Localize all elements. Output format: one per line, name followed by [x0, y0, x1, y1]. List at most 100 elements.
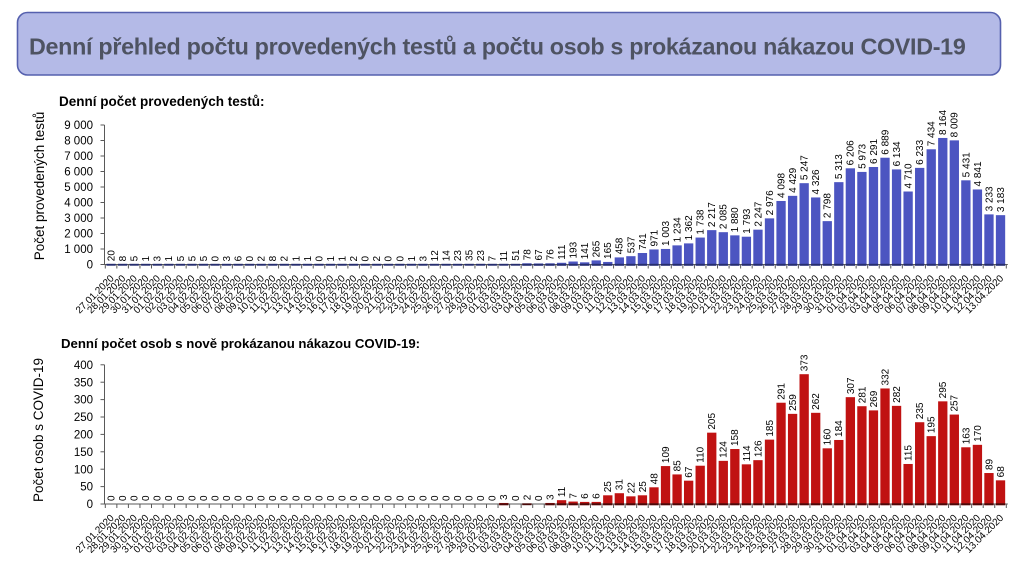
svg-text:7: 7: [569, 493, 580, 499]
svg-text:282: 282: [892, 386, 903, 403]
svg-text:163: 163: [961, 427, 972, 444]
svg-text:0: 0: [280, 495, 291, 501]
svg-text:0: 0: [303, 495, 314, 501]
svg-text:6 134: 6 134: [892, 141, 903, 166]
svg-text:195: 195: [927, 416, 938, 433]
svg-text:0: 0: [118, 495, 129, 501]
svg-text:257: 257: [950, 394, 961, 411]
svg-text:1: 1: [164, 255, 175, 261]
svg-text:67: 67: [684, 466, 695, 478]
svg-text:4 841: 4 841: [973, 161, 984, 186]
svg-text:23: 23: [476, 250, 487, 262]
svg-text:0: 0: [141, 495, 152, 501]
svg-text:3: 3: [545, 494, 556, 500]
svg-text:6: 6: [580, 493, 591, 499]
svg-text:6 000: 6 000: [64, 167, 93, 179]
svg-text:2: 2: [372, 255, 383, 261]
svg-text:110: 110: [696, 446, 707, 462]
svg-text:6 233: 6 233: [915, 139, 926, 164]
svg-text:7 434: 7 434: [927, 121, 938, 146]
svg-text:1: 1: [303, 255, 314, 261]
svg-text:1 738: 1 738: [696, 209, 707, 234]
svg-text:3: 3: [499, 494, 510, 500]
svg-text:6 889: 6 889: [880, 129, 891, 154]
svg-text:971: 971: [649, 229, 660, 246]
svg-text:124: 124: [719, 441, 730, 458]
svg-text:11: 11: [557, 486, 568, 497]
svg-text:2 217: 2 217: [707, 202, 718, 227]
svg-text:0: 0: [534, 495, 545, 501]
svg-text:1: 1: [141, 255, 152, 261]
svg-text:0: 0: [511, 495, 522, 501]
svg-text:35: 35: [465, 249, 476, 261]
svg-text:141: 141: [580, 242, 591, 259]
svg-text:3: 3: [418, 255, 429, 261]
svg-text:1: 1: [407, 255, 418, 261]
svg-text:114: 114: [742, 445, 753, 461]
svg-text:205: 205: [707, 413, 718, 430]
svg-text:8: 8: [118, 255, 129, 261]
svg-text:0: 0: [476, 495, 487, 501]
svg-text:0: 0: [130, 495, 141, 501]
svg-text:265: 265: [592, 240, 603, 257]
svg-text:0: 0: [210, 256, 221, 262]
svg-text:0: 0: [187, 495, 198, 501]
svg-text:3: 3: [222, 255, 233, 261]
svg-text:5: 5: [130, 255, 141, 261]
svg-text:0: 0: [164, 495, 175, 501]
svg-text:5 000: 5 000: [64, 182, 93, 194]
svg-text:200: 200: [74, 430, 93, 442]
svg-text:78: 78: [522, 249, 533, 261]
svg-text:0: 0: [106, 495, 117, 501]
svg-text:5 313: 5 313: [834, 154, 845, 179]
svg-text:126: 126: [753, 440, 764, 457]
svg-text:0: 0: [465, 495, 476, 501]
svg-text:0: 0: [257, 495, 268, 501]
svg-text:0: 0: [384, 256, 395, 262]
svg-text:Denní přehled počtu provedenýc: Denní přehled počtu provedených testů a …: [29, 34, 966, 60]
svg-text:0: 0: [361, 256, 372, 262]
svg-text:Denní počet osob s nově prokáz: Denní počet osob s nově prokázanou nákaz…: [61, 336, 420, 351]
svg-text:22: 22: [626, 482, 637, 494]
svg-text:0: 0: [395, 495, 406, 501]
svg-text:6: 6: [592, 493, 603, 499]
svg-text:741: 741: [638, 233, 649, 250]
svg-text:193: 193: [569, 241, 580, 258]
svg-text:400: 400: [74, 360, 93, 372]
svg-text:1 003: 1 003: [661, 220, 672, 245]
svg-text:537: 537: [626, 236, 637, 253]
svg-text:14: 14: [441, 250, 452, 262]
svg-text:0: 0: [87, 260, 93, 272]
svg-text:2 976: 2 976: [765, 190, 776, 215]
svg-text:Počet osob s COVID-19: Počet osob s COVID-19: [31, 358, 46, 502]
svg-text:332: 332: [880, 368, 891, 385]
svg-text:85: 85: [672, 460, 683, 472]
svg-text:4 098: 4 098: [776, 173, 787, 198]
svg-text:0: 0: [222, 495, 233, 501]
svg-text:4 429: 4 429: [788, 167, 799, 192]
svg-text:0: 0: [314, 256, 325, 262]
svg-text:184: 184: [834, 420, 845, 437]
svg-text:2 798: 2 798: [823, 193, 834, 218]
svg-text:281: 281: [857, 386, 868, 403]
svg-text:5: 5: [187, 255, 198, 261]
svg-text:1 000: 1 000: [64, 244, 93, 256]
svg-text:25: 25: [603, 481, 614, 493]
svg-text:1: 1: [291, 255, 302, 261]
svg-text:0: 0: [418, 495, 429, 501]
svg-text:Denní počet provedených testů:: Denní počet provedených testů:: [59, 94, 265, 109]
svg-text:300: 300: [74, 395, 93, 407]
svg-text:7 000: 7 000: [64, 151, 93, 163]
svg-text:0: 0: [430, 495, 441, 501]
svg-text:2 000: 2 000: [64, 229, 93, 241]
svg-text:165: 165: [603, 242, 614, 259]
svg-text:0: 0: [87, 499, 93, 511]
svg-text:170: 170: [973, 425, 984, 442]
svg-text:1 362: 1 362: [684, 215, 695, 240]
svg-text:0: 0: [210, 495, 221, 501]
svg-text:8 000: 8 000: [64, 136, 93, 148]
svg-text:Počet provedených testů: Počet provedených testů: [32, 112, 47, 261]
svg-text:5 431: 5 431: [961, 152, 972, 177]
svg-text:3 233: 3 233: [984, 186, 995, 211]
svg-text:48: 48: [649, 473, 660, 485]
